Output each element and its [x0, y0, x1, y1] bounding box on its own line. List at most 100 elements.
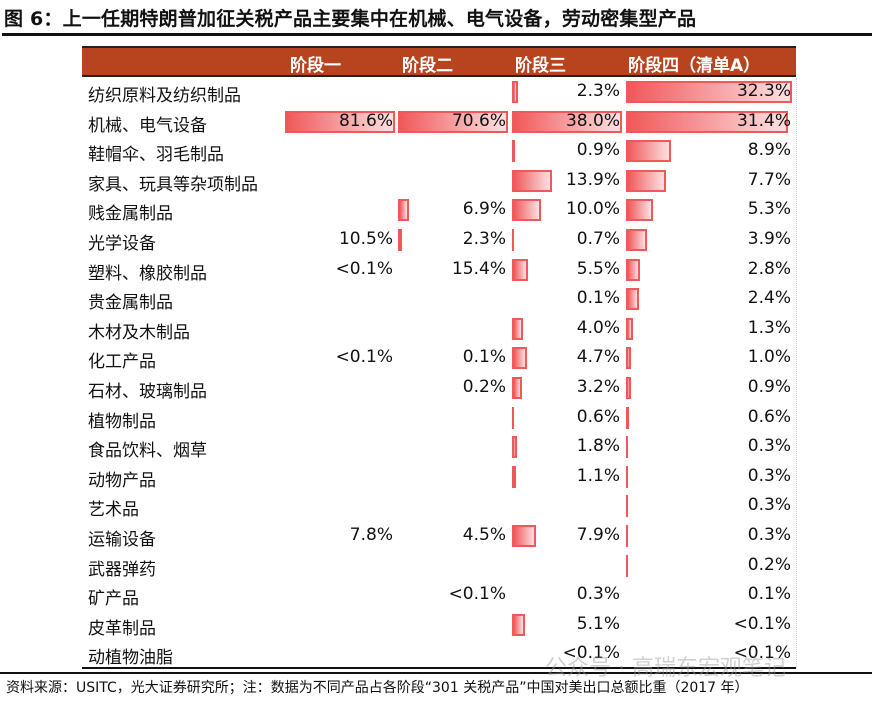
data-bar [626, 377, 631, 399]
cell-value: 5.5% [576, 258, 620, 279]
data-bar [512, 347, 527, 370]
table-cell-stage-3: 0.3% [512, 583, 623, 608]
cell-value: 0.6% [747, 406, 791, 427]
table-cell-stage-3: 7.9% [512, 524, 623, 549]
cell-value: 3.2% [576, 377, 620, 397]
table-cell-stage-1 [285, 406, 396, 431]
table-row: 塑料、橡胶制品 <0.1% 15.4% 5.5% 2.8% [82, 256, 796, 286]
table-cell-stage-2: 6.9% [398, 198, 509, 223]
table-cell-stage-3: 0.1% [512, 287, 623, 312]
row-label: 纺织原料及纺织制品 [88, 86, 241, 106]
row-label: 化工产品 [88, 352, 156, 373]
data-bar [398, 199, 409, 222]
table-cell-stage-3: 5.5% [512, 258, 623, 283]
cell-value: 38.0% [565, 110, 620, 131]
cell-value: 15.4% [451, 258, 506, 279]
table-row: 动物产品 1.1% 0.3% [82, 463, 796, 493]
data-bar [512, 525, 536, 547]
data-bar [626, 436, 628, 459]
cell-value: 0.2% [747, 554, 791, 575]
table-cell-stage-2: 4.5% [398, 524, 509, 549]
row-label: 食品饮料、烟草 [88, 441, 207, 462]
row-label: 鞋帽伞、羽毛制品 [88, 145, 224, 166]
table-row: 动植物油脂 <0.1% <0.1% [82, 640, 796, 670]
table-cell-stage-3: 1.1% [512, 465, 623, 490]
table-cell-stage-3 [512, 494, 623, 519]
data-bar [626, 347, 631, 370]
table-cell-stage-2: <0.1% [398, 583, 509, 608]
cell-value: 1.8% [576, 436, 620, 457]
table-row: 贵金属制品 0.1% 2.4% [82, 285, 796, 315]
cell-value: 70.6% [451, 110, 506, 131]
cell-value: 0.3% [747, 436, 791, 457]
row-label: 木材及木制品 [88, 322, 190, 343]
table-cell-stage-4: 3.9% [626, 228, 794, 253]
data-bar [626, 110, 788, 133]
table-cell-stage-3: 0.9% [512, 139, 623, 164]
cell-value: 0.7% [576, 229, 620, 249]
table-row: 矿产品 <0.1% 0.3% 0.1% [82, 581, 796, 611]
table-cell-stage-1 [285, 376, 396, 401]
table-cell-stage-3: 3.2% [512, 376, 623, 401]
cell-value: 4.5% [462, 525, 506, 545]
data-bar [512, 169, 552, 192]
cell-value: 0.3% [747, 465, 791, 486]
cell-value: <0.1% [562, 643, 620, 664]
data-bar [512, 377, 522, 399]
footnote-divider [0, 672, 872, 674]
cell-value: 7.8% [349, 525, 393, 545]
row-label: 运输设备 [88, 530, 156, 550]
row-label: 石材、玻璃制品 [88, 382, 207, 402]
table-cell-stage-1 [285, 317, 396, 342]
table-cell-stage-2 [398, 554, 509, 579]
row-label: 光学设备 [88, 234, 156, 254]
table-cell-stage-1 [285, 198, 396, 223]
data-bar [626, 465, 628, 488]
data-bar [512, 81, 518, 103]
table-cell-stage-3: 1.8% [512, 435, 623, 460]
cell-value: 1.0% [747, 347, 791, 368]
row-label: 机械、电气设备 [88, 115, 207, 136]
column-header-stage-3: 阶段三 [515, 56, 566, 76]
data-bar [626, 258, 640, 281]
table-row: 皮革制品 5.1% <0.1% [82, 611, 796, 641]
cell-value: 8.9% [747, 140, 791, 161]
table-row: 鞋帽伞、羽毛制品 0.9% 8.9% [82, 137, 796, 167]
cell-value: <0.1% [733, 643, 791, 664]
data-bar [626, 554, 628, 577]
table-cell-stage-2 [398, 406, 509, 431]
table-cell-stage-3: <0.1% [512, 642, 623, 667]
table-cell-stage-1 [285, 583, 396, 608]
data-bar [626, 288, 639, 311]
table-row: 艺术品 0.3% [82, 492, 796, 522]
cell-value: 0.1% [462, 347, 506, 368]
cell-value: 7.9% [576, 525, 620, 545]
cell-value: <0.1% [733, 613, 791, 634]
table-cell-stage-2 [398, 494, 509, 519]
table-row: 食品饮料、烟草 1.8% 0.3% [82, 433, 796, 463]
table-cell-stage-2: 2.3% [398, 228, 509, 253]
data-bar [512, 140, 515, 163]
table-cell-stage-3: 13.9% [512, 169, 623, 194]
data-bar [512, 406, 514, 429]
cell-value: 0.2% [462, 377, 506, 397]
data-bar [512, 317, 523, 340]
cell-value: 32.3% [736, 81, 791, 101]
cell-value: 10.5% [338, 229, 393, 249]
cell-value: 2.3% [462, 229, 506, 249]
table-row: 光学设备 10.5% 2.3% 0.7% 3.9% [82, 226, 796, 256]
table-cell-stage-1 [285, 642, 396, 667]
table-cell-stage-2 [398, 80, 509, 105]
cell-value: 0.1% [747, 584, 791, 605]
table-cell-stage-2 [398, 287, 509, 312]
table-cell-stage-3: 0.6% [512, 406, 623, 431]
data-bar [626, 140, 671, 163]
row-label: 贵金属制品 [88, 293, 173, 314]
table-cell-stage-4: 1.3% [626, 317, 794, 342]
data-bar [512, 613, 525, 636]
table-cell-stage-1: 81.6% [285, 110, 396, 135]
table-cell-stage-4: 0.3% [626, 465, 794, 490]
data-bar [626, 81, 792, 103]
data-bar [512, 436, 517, 459]
data-bar [626, 229, 647, 251]
